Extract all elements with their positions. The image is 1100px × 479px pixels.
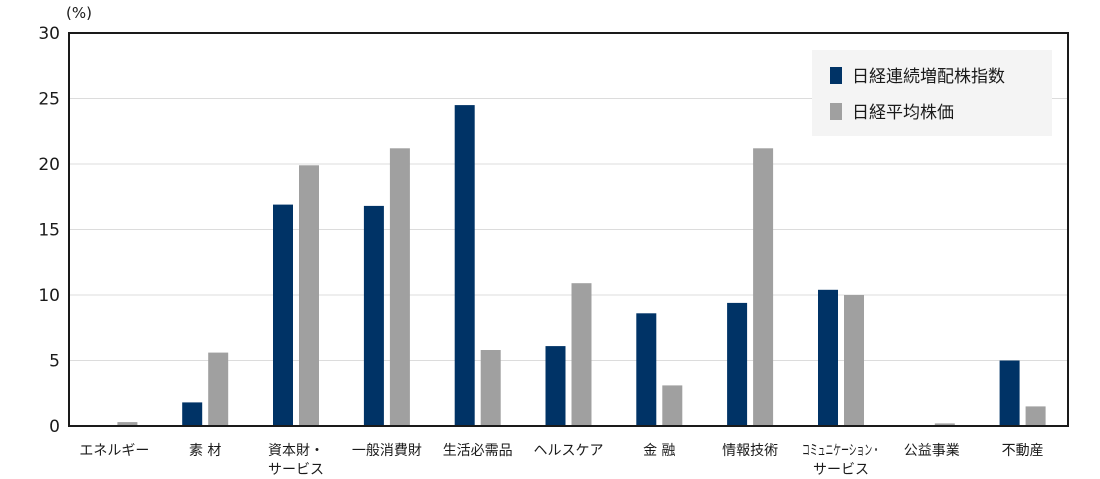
bar-series-1-cat-11 xyxy=(999,360,1020,426)
x-category-label: コミュニケーション・サービス xyxy=(802,443,880,478)
x-category-label: 情報技術 xyxy=(722,443,778,459)
bar-series-2-cat-11 xyxy=(1025,406,1046,426)
gridlines xyxy=(69,98,1068,361)
bar-series-1-cat-3 xyxy=(273,204,293,426)
bar-series-2-cat-1 xyxy=(117,422,138,426)
x-category-label-line: 不動産 xyxy=(1002,443,1044,459)
x-axis-category-labels: エネルギー 素 材 資本財・サービス 一般消費財 生活必需品 ヘルスケア 金 融 情報技術 コミ… xyxy=(79,443,1043,478)
legend: 日経連続増配株指数 日経平均株価 xyxy=(812,50,1052,136)
bars xyxy=(117,105,1046,427)
bar-series-1-cat-5 xyxy=(454,105,475,426)
y-tick-label: 15 xyxy=(38,221,60,241)
x-category-label-line: サービス xyxy=(813,462,869,478)
bar-series-2-cat-9 xyxy=(844,295,864,426)
bar-series-1-cat-8 xyxy=(727,302,748,426)
bar-series-2-cat-2 xyxy=(208,352,229,426)
x-category-label-line: 公益事業 xyxy=(904,443,960,459)
legend-swatch-series-2 xyxy=(830,103,842,120)
bar-series-1-cat-4 xyxy=(363,205,384,426)
x-category-label-line: サービス xyxy=(268,462,324,478)
legend-swatch-series-1 xyxy=(830,67,842,84)
x-category-label: 金 融 xyxy=(643,443,675,459)
bar-series-2-cat-10 xyxy=(934,423,955,426)
x-category-label: 一般消費財 xyxy=(352,443,422,459)
bar-series-1-cat-9 xyxy=(818,289,838,426)
x-category-label-line: 素 材 xyxy=(189,443,221,459)
bar-series-2-cat-3 xyxy=(299,165,319,427)
bar-series-2-cat-6 xyxy=(571,283,592,426)
y-tick-label: 5 xyxy=(49,352,60,372)
y-tick-label: 20 xyxy=(38,155,60,175)
x-category-label-line: 一般消費財 xyxy=(352,443,422,459)
x-category-label-line: 生活必需品 xyxy=(443,443,513,459)
x-category-label: ヘルスケア xyxy=(534,443,604,459)
x-category-label-line: ヘルスケア xyxy=(534,443,604,459)
bar-series-2-cat-7 xyxy=(662,385,683,426)
x-category-label: 素 材 xyxy=(189,443,221,459)
bar-series-2-cat-4 xyxy=(389,148,410,427)
x-category-label-line: コミュニケーション・ xyxy=(802,443,880,459)
bar-series-1-cat-7 xyxy=(636,313,657,426)
x-category-label-line: 情報技術 xyxy=(722,443,778,459)
legend-label-series-1: 日経連続増配株指数 xyxy=(852,67,1005,87)
x-category-label: 公益事業 xyxy=(904,443,960,459)
x-category-label-line: 金 融 xyxy=(643,443,675,459)
y-tick-label: 0 xyxy=(49,417,60,437)
bar-series-2-cat-5 xyxy=(480,350,501,426)
x-category-label: 不動産 xyxy=(1002,443,1044,459)
bar-series-1-cat-6 xyxy=(545,346,566,426)
x-category-label-line: エネルギー xyxy=(79,443,149,459)
y-tick-label: 10 xyxy=(38,286,60,306)
y-tick-label: 25 xyxy=(38,90,60,110)
x-category-label: 生活必需品 xyxy=(443,443,513,459)
y-tick-label: 30 xyxy=(38,24,60,44)
x-category-label-line: 資本財・ xyxy=(268,443,324,459)
legend-label-series-2: 日経平均株価 xyxy=(852,103,954,123)
bar-series-2-cat-8 xyxy=(753,148,774,427)
y-axis-ticks: 0 5 10 15 20 25 30 xyxy=(38,24,60,437)
bar-series-1-cat-2 xyxy=(182,402,203,426)
x-category-label: 資本財・サービス xyxy=(268,443,324,478)
legend-background xyxy=(812,50,1052,136)
plot-frame xyxy=(68,32,1069,427)
y-axis-unit-label: (%) xyxy=(66,4,92,22)
x-category-label: エネルギー xyxy=(79,443,149,459)
